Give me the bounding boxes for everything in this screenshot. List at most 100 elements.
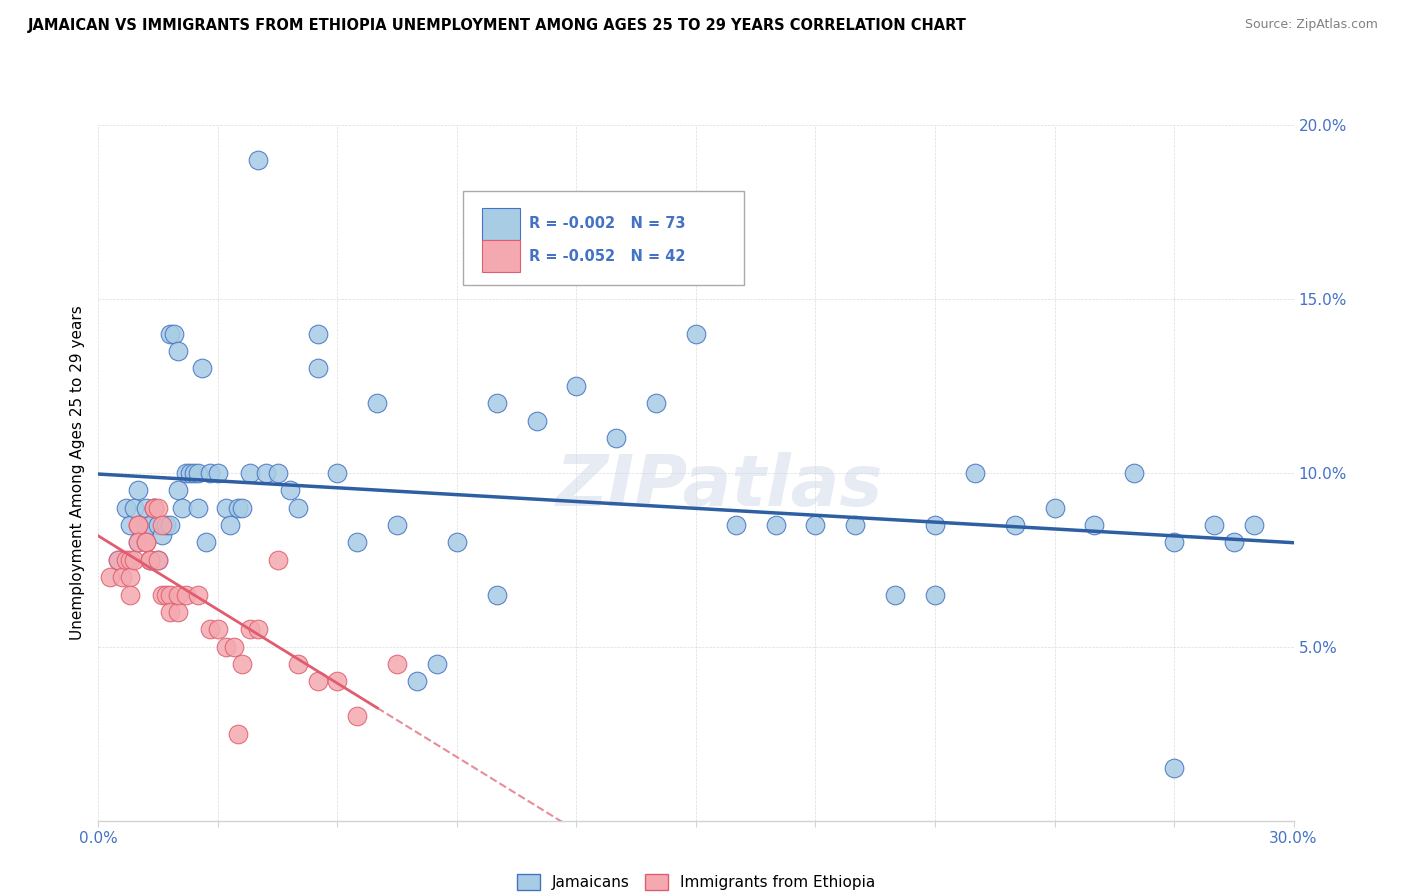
Point — [605, 431, 627, 445]
Point — [231, 657, 253, 671]
Point — [139, 552, 162, 567]
Point — [115, 552, 138, 567]
Point — [127, 483, 149, 497]
Point — [219, 517, 242, 532]
Point — [231, 500, 253, 515]
Point — [307, 361, 329, 376]
Point — [148, 500, 170, 515]
Point — [278, 483, 301, 497]
Point — [215, 640, 238, 654]
Point — [645, 396, 668, 410]
Point — [135, 500, 157, 515]
Point — [1202, 517, 1225, 532]
Point — [385, 657, 409, 671]
Point — [804, 517, 827, 532]
Point — [207, 623, 229, 637]
Point — [215, 500, 238, 515]
Point — [120, 587, 142, 601]
Point — [167, 605, 190, 619]
Point — [1043, 500, 1066, 515]
Point — [924, 587, 946, 601]
Point — [198, 623, 221, 637]
Point — [120, 552, 142, 567]
Point — [143, 500, 166, 515]
Point — [1163, 761, 1185, 775]
FancyBboxPatch shape — [482, 240, 520, 272]
Point — [155, 517, 177, 532]
Point — [685, 326, 707, 341]
Point — [187, 587, 209, 601]
Point — [207, 466, 229, 480]
Point — [226, 500, 249, 515]
Point — [143, 500, 166, 515]
Point — [1163, 535, 1185, 549]
Point — [884, 587, 907, 601]
Point — [167, 343, 190, 358]
Point — [148, 552, 170, 567]
Point — [124, 552, 146, 567]
Point — [150, 528, 173, 542]
Point — [287, 657, 309, 671]
Point — [159, 517, 181, 532]
Point — [1243, 517, 1265, 532]
Point — [1004, 517, 1026, 532]
Point — [194, 535, 218, 549]
Point — [307, 674, 329, 689]
Text: JAMAICAN VS IMMIGRANTS FROM ETHIOPIA UNEMPLOYMENT AMONG AGES 25 TO 29 YEARS CORR: JAMAICAN VS IMMIGRANTS FROM ETHIOPIA UNE… — [28, 18, 967, 33]
Point — [135, 535, 157, 549]
Text: R = -0.052   N = 42: R = -0.052 N = 42 — [529, 249, 685, 264]
Point — [963, 466, 986, 480]
Point — [167, 483, 190, 497]
Text: ZIPatlas: ZIPatlas — [557, 452, 883, 521]
Point — [485, 587, 508, 601]
Point — [143, 500, 166, 515]
Point — [1222, 535, 1246, 549]
Point — [254, 466, 277, 480]
Point — [346, 535, 368, 549]
Y-axis label: Unemployment Among Ages 25 to 29 years: Unemployment Among Ages 25 to 29 years — [69, 305, 84, 640]
Point — [246, 153, 269, 167]
Point — [385, 517, 409, 532]
FancyBboxPatch shape — [482, 208, 520, 240]
Point — [239, 466, 262, 480]
Point — [1083, 517, 1105, 532]
Point — [226, 726, 249, 740]
Point — [765, 517, 787, 532]
Point — [366, 396, 388, 410]
Point — [326, 466, 349, 480]
Point — [724, 517, 747, 532]
Point — [222, 640, 245, 654]
Text: Source: ZipAtlas.com: Source: ZipAtlas.com — [1244, 18, 1378, 31]
Point — [246, 623, 269, 637]
Point — [565, 378, 588, 392]
Point — [198, 466, 221, 480]
Point — [115, 500, 138, 515]
Point — [426, 657, 449, 671]
Point — [187, 500, 209, 515]
Point — [167, 587, 190, 601]
Point — [406, 674, 429, 689]
FancyBboxPatch shape — [463, 191, 744, 285]
Point — [287, 500, 309, 515]
Point — [174, 587, 197, 601]
Point — [150, 517, 173, 532]
Point — [485, 396, 508, 410]
Point — [135, 535, 157, 549]
Point — [844, 517, 866, 532]
Point — [124, 500, 146, 515]
Point — [159, 587, 181, 601]
Point — [191, 361, 214, 376]
Point — [127, 535, 149, 549]
Point — [174, 466, 197, 480]
Point — [107, 552, 129, 567]
Point — [150, 587, 173, 601]
Point — [127, 517, 149, 532]
Point — [163, 326, 186, 341]
Point — [98, 570, 122, 584]
Point — [155, 587, 177, 601]
Point — [107, 552, 129, 567]
Point — [127, 517, 149, 532]
Point — [120, 517, 142, 532]
Text: R = -0.002   N = 73: R = -0.002 N = 73 — [529, 216, 685, 231]
Point — [267, 466, 290, 480]
